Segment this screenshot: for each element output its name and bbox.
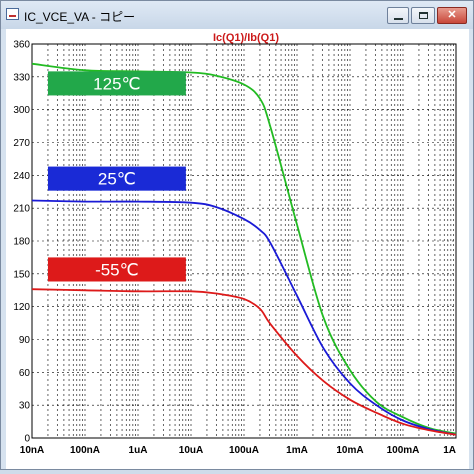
x-tick-label: 10uA	[179, 445, 203, 456]
x-tick-label: 10nA	[20, 445, 44, 456]
x-tick-label: 10mA	[336, 445, 363, 456]
y-tick-label: 90	[19, 335, 31, 346]
series-label-box	[47, 71, 186, 96]
title-bar[interactable]: IC_VCE_VA - コピー ✕	[1, 1, 473, 29]
y-tick-label: 210	[13, 204, 30, 215]
y-tick-label: 240	[13, 171, 30, 182]
y-tick-label: 0	[24, 434, 30, 445]
x-tick-label: 1mA	[286, 445, 308, 456]
series-label-text: 125℃	[93, 74, 140, 93]
waveform-app-icon	[6, 8, 19, 20]
series-line	[31, 199, 457, 436]
series-label-box	[47, 257, 186, 282]
y-tick-label: 300	[13, 105, 30, 116]
grid	[32, 44, 456, 438]
close-icon: ✕	[447, 9, 457, 21]
series-label-text: -55℃	[95, 260, 139, 279]
gain-chart[interactable]: Ic(Q1)/Ib(Q1) 0 30 60 90 120 150 180 210 240 270 3…	[6, 29, 469, 469]
plot-pane[interactable]: Ic(Q1)/Ib(Q1) 0 30 60 90 120 150 180 210 240 270 3…	[6, 29, 469, 469]
annotation-group: 125℃ 25℃ -55℃	[47, 71, 186, 282]
minimize-button[interactable]	[387, 7, 409, 24]
y-tick-label: 270	[13, 138, 30, 149]
y-tick-label: 360	[13, 40, 30, 51]
chart-title: Ic(Q1)/Ib(Q1)	[213, 32, 279, 44]
x-tick-label: 100uA	[229, 445, 259, 456]
maximize-button[interactable]	[411, 7, 435, 24]
y-tick-label: 150	[13, 269, 30, 280]
y-tick-label: 120	[13, 302, 30, 313]
y-tick-label: 330	[13, 72, 30, 83]
close-button[interactable]: ✕	[437, 7, 467, 24]
x-tick-label: 100mA	[387, 445, 420, 456]
x-axis-ticks: 10nA 100nA 1uA 10uA 100uA 1mA 10mA 100mA 1A	[20, 445, 456, 456]
x-tick-label: 1A	[443, 445, 456, 456]
series-label-text: 25℃	[98, 170, 136, 189]
minimize-icon	[394, 18, 403, 20]
plot-frame	[31, 43, 457, 439]
x-tick-label: 1uA	[129, 445, 148, 456]
window-title: IC_VCE_VA - コピー	[24, 10, 136, 24]
series-label-box	[47, 166, 186, 191]
y-tick-label: 30	[19, 401, 31, 412]
y-tick-label: 60	[19, 368, 31, 379]
y-axis-ticks: 0 30 60 90 120 150 180 210 240 270 300 330 360	[13, 40, 30, 445]
y-tick-label: 180	[13, 237, 30, 248]
series-line	[31, 288, 457, 436]
maximize-icon	[419, 12, 428, 19]
x-tick-label: 100nA	[70, 445, 100, 456]
